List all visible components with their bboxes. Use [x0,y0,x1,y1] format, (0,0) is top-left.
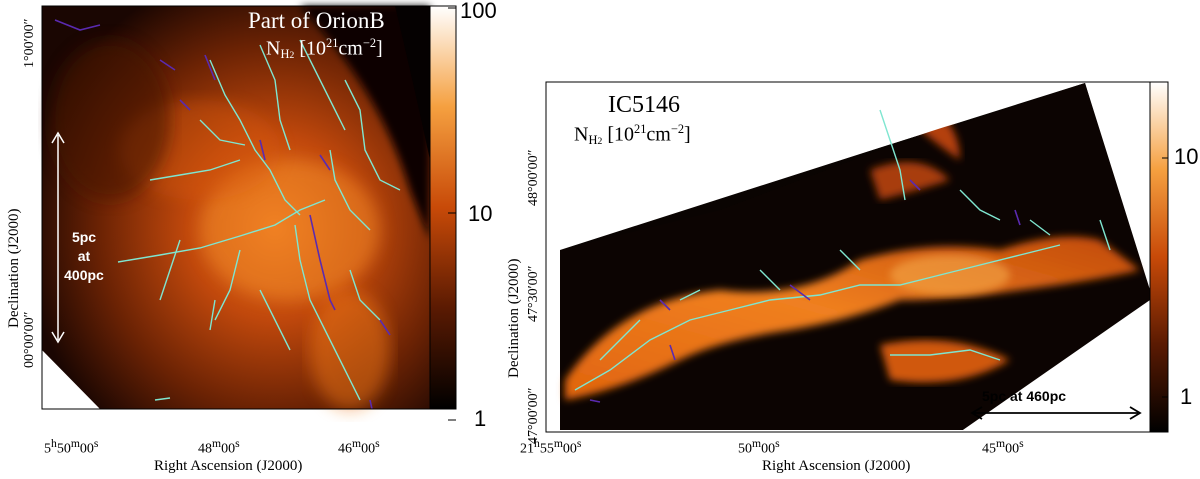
ic5146-xtick-2: 50m00s [738,437,780,457]
ic5146-colorbar [1149,81,1169,433]
ic5146-y-axis-label: Declination (J2000) [506,258,522,378]
orionb-xtick-1: 5h50m00s [44,437,99,457]
orionb-ytick-2: 00°00′00″ [22,311,37,369]
ic5146-colorbar-ticks [1162,157,1168,398]
orionb-colorbar-label-1: 1 [474,406,487,431]
ic5146-filaments-purple [589,179,1021,403]
ic5146-xtick-3: 45m00s [982,437,1024,457]
orionb-x-axis-label: Right Ascension (J2000) [154,458,303,474]
orionb-ytick-1: 1°00′00″ [22,18,37,69]
orionb-colorbar-label-10: 10 [468,201,493,226]
ic5146-filaments [574,109,1111,391]
ic5146-colorbar-label-1: 1 [1180,384,1193,409]
orionb-colorbar-label-100: 100 [460,0,497,23]
orionb-quantity-label: NH2 [1021cm−2] [266,36,383,62]
orionb-y-axis-label: Declination (J2000) [6,208,22,328]
ic5146-x-axis-label: Right Ascension (J2000) [762,458,911,474]
ic5146-ytick-3: 47°00′00″ [526,387,541,445]
orionb-scale-arrow [51,131,65,344]
orionb-map [41,5,431,410]
ic5146-title: IC5146 [608,92,680,118]
ic5146-ytick-2: 47°30′00″ [526,265,541,323]
ic5146-scale-arrow [970,406,1142,420]
orionb-xtick-2: 48m00s [198,437,240,457]
orionb-colorbar [429,5,457,410]
orionb-scale-label: 5pc at 400pc [64,229,104,283]
orionb-xtick-3: 46m00s [338,437,380,457]
orionb-filaments [117,39,401,401]
orionb-filaments-purple [54,19,391,410]
ic5146-scale-label: 5pc at 460pc [982,388,1067,404]
ic5146-colorbar-label-10: 10 [1174,144,1199,169]
ic5146-xtick-1: 21h55m00s [520,437,582,457]
ic5146-quantity-label: NH2 [1021cm−2] [574,122,691,148]
orionb-title: Part of OrionB [248,8,385,33]
ic5146-ytick-1: 48°00′00″ [526,149,541,207]
orionb-colorbar-ticks [448,7,456,421]
ic5146-map [545,81,1151,433]
